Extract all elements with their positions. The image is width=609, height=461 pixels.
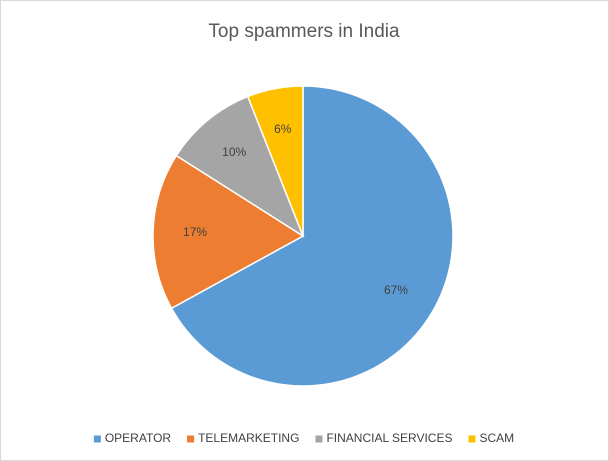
pie-slice — [246, 85, 304, 237]
pie-slice — [175, 95, 305, 238]
legend-label: OPERATOR — [105, 431, 172, 445]
data-label: 6% — [274, 122, 292, 136]
chart-title: Top spammers in India — [208, 21, 400, 42]
legend-swatch — [315, 435, 323, 443]
pie-slice — [152, 154, 305, 310]
legend: OPERATOR TELEMARKETING FINANCIAL SERVICES S… — [93, 431, 514, 445]
legend-swatch — [187, 435, 195, 443]
data-label: 10% — [222, 145, 246, 159]
legend-label: SCAM — [479, 431, 514, 445]
data-label: 17% — [183, 225, 207, 239]
legend-label: TELEMARKETING — [198, 431, 299, 445]
legend-label: FINANCIAL SERVICES — [326, 431, 452, 445]
data-label: 67% — [384, 283, 408, 297]
legend-swatch — [468, 435, 476, 443]
pie-slice — [170, 85, 454, 387]
legend-swatch — [93, 435, 101, 443]
